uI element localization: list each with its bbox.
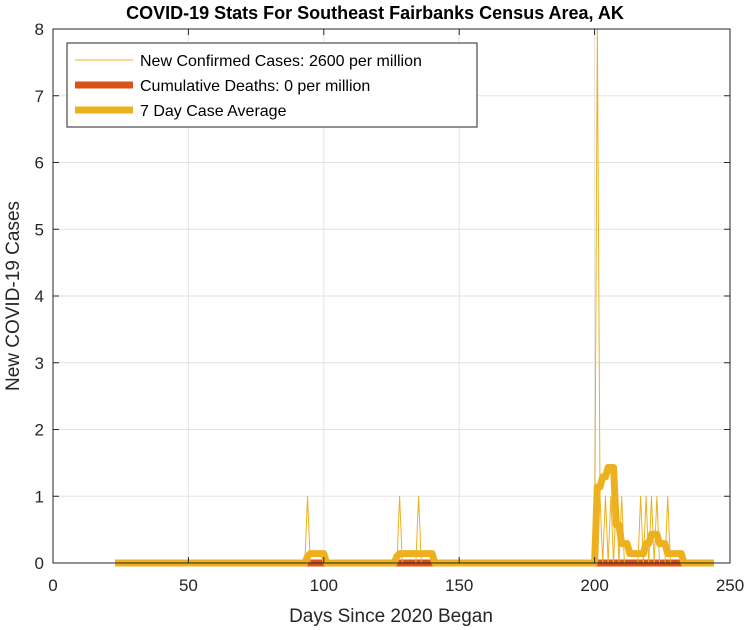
y-tick-label: 1 — [35, 487, 44, 506]
x-tick-label: 100 — [310, 576, 338, 595]
legend-label-new-cases: New Confirmed Cases: 2600 per million — [140, 53, 422, 70]
y-tick-label: 7 — [35, 87, 44, 106]
x-tick-label: 50 — [179, 576, 198, 595]
series-7-day-case-average — [115, 464, 714, 567]
y-tick-label: 3 — [35, 354, 44, 373]
legend-label-deaths: Cumulative Deaths: 0 per million — [140, 78, 370, 95]
x-tick-label: 150 — [445, 576, 473, 595]
x-tick-label: 0 — [48, 576, 57, 595]
legend: New Confirmed Cases: 2600 per million Cu… — [66, 42, 478, 128]
y-tick-label: 6 — [35, 154, 44, 173]
y-tick-label: 2 — [35, 421, 44, 440]
legend-label-avg: 7 Day Case Average — [140, 103, 287, 120]
y-ticks: 0 1 2 3 4 5 6 7 8 — [35, 20, 730, 573]
x-ticks: 0 50 100 150 200 250 — [48, 29, 744, 595]
x-axis-label: Days Since 2020 Began — [289, 606, 493, 627]
y-tick-label: 4 — [35, 287, 44, 306]
legend-box — [66, 42, 478, 128]
y-axis-label: New COVID-19 Cases — [3, 201, 24, 391]
x-tick-label: 250 — [716, 576, 744, 595]
chart-title: COVID-19 Stats For Southeast Fairbanks C… — [126, 3, 624, 23]
y-tick-label: 8 — [35, 20, 44, 39]
y-tick-label: 0 — [35, 554, 44, 573]
x-tick-label: 200 — [580, 576, 608, 595]
y-tick-label: 5 — [35, 220, 44, 239]
